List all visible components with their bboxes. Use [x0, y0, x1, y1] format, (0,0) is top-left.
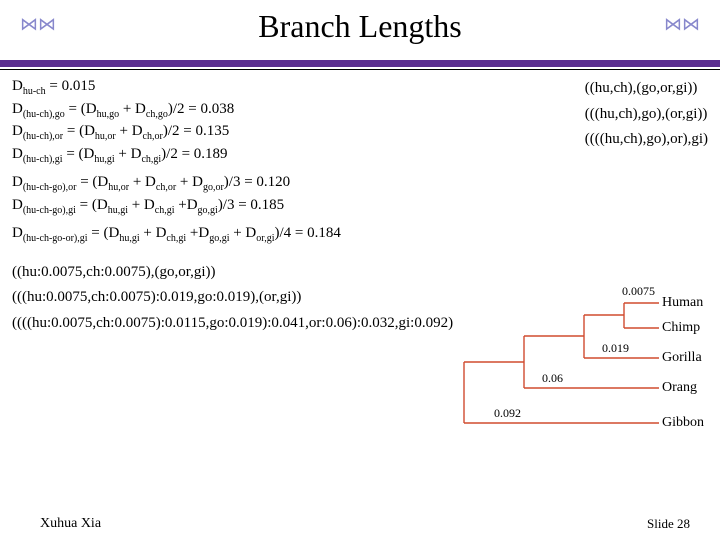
taxon-gorilla: Gorilla: [662, 349, 702, 368]
newick-line: ((hu:0.0075,ch:0.0075),(go,or,gi)): [12, 260, 708, 286]
dna-icon-left: ⋈⋈: [20, 14, 56, 35]
branch-label-gi: 0.092: [494, 405, 521, 421]
equations-block-2: D(hu-ch-go),or = (Dhu,or + Dch,or + Dgo,…: [12, 172, 708, 217]
author-label: Xuhua Xia: [40, 516, 101, 532]
taxon-orang: Orang: [662, 379, 697, 398]
branch-label-go: 0.019: [602, 340, 629, 356]
branch-label-or: 0.06: [542, 370, 563, 386]
topology-list: ((hu,ch),(go,or,gi)) (((hu,ch),go),(or,g…: [585, 76, 708, 153]
slide-number: Slide 28: [647, 516, 690, 532]
taxon-gibbon: Gibbon: [662, 414, 704, 433]
equation-line: D(hu-ch-go-or),gi = (Dhu,gi + Dch,gi +Dg…: [12, 223, 708, 246]
topology-1: ((hu,ch),(go,or,gi)): [585, 76, 708, 102]
topology-3: ((((hu,ch),go),or),gi): [585, 127, 708, 153]
topology-2: (((hu,ch),go),(or,gi)): [585, 102, 708, 128]
taxon-chimp: Chimp: [662, 319, 700, 338]
equation-line: D(hu-ch-go),or = (Dhu,or + Dch,or + Dgo,…: [12, 172, 708, 195]
branch-label-huch: 0.0075: [622, 283, 655, 299]
taxon-human: Human: [662, 294, 703, 313]
content-area: Dhu-ch = 0.015D(hu-ch),go = (Dhu,go + Dc…: [0, 70, 720, 336]
equation-line: D(hu-ch-go),gi = (Dhu,gi + Dch,gi +Dgo,g…: [12, 195, 708, 218]
page-title: Branch Lengths: [0, 0, 720, 45]
dna-icon-right: ⋈⋈: [664, 14, 700, 35]
rule-thick: [0, 63, 720, 67]
equations-block-3: D(hu-ch-go-or),gi = (Dhu,gi + Dch,gi +Dg…: [12, 223, 708, 246]
phylogenetic-tree: 0.0075 0.019 0.06 0.092 Human Chimp Gori…: [454, 288, 714, 458]
